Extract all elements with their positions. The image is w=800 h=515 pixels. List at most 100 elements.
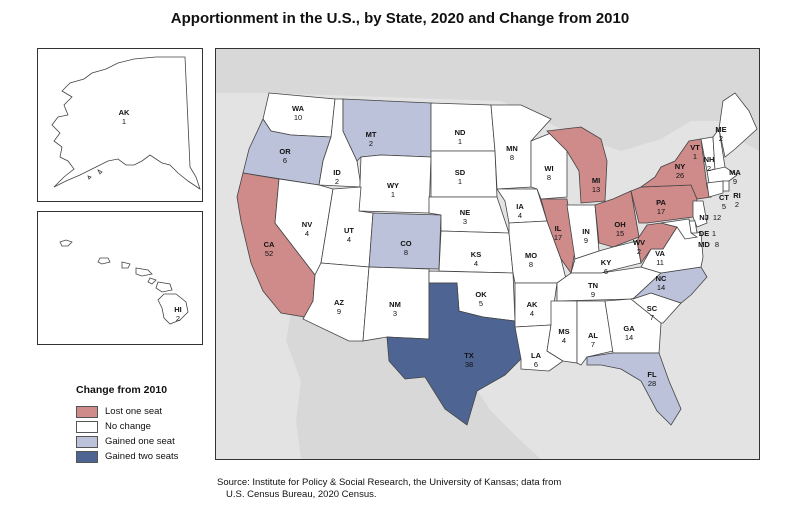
- state-label-id: ID: [333, 168, 341, 177]
- hawaii-inset: HI 2: [37, 211, 203, 345]
- legend-swatch-no-change: [76, 420, 98, 433]
- state-seats-sd: 1: [458, 177, 462, 186]
- state-label-md: MD: [698, 240, 710, 249]
- state-label-sd: SD: [455, 168, 466, 177]
- state-seats-mo: 8: [529, 260, 533, 269]
- state-seats-wi: 8: [547, 173, 551, 182]
- legend-title: Change from 2010: [76, 384, 168, 396]
- state-label-ri: RI: [733, 191, 741, 200]
- alaska-inset-map: AK 1: [51, 56, 201, 190]
- state-label-ut: UT: [344, 226, 354, 235]
- state-seats-tx: 38: [465, 360, 473, 369]
- legend-item-gained-one: Gained one seat: [76, 434, 216, 449]
- state-seats-wv: 2: [637, 247, 641, 256]
- state-label-ne: NE: [460, 208, 470, 217]
- state-seats-ok: 5: [479, 299, 483, 308]
- state-seats-ne: 3: [463, 217, 467, 226]
- state-label-mi: MI: [592, 176, 600, 185]
- state-label-sc: SC: [647, 304, 658, 313]
- mexico-landmass: [286, 313, 541, 459]
- state-seats-ma: 9: [733, 177, 737, 186]
- state-seats-or: 6: [283, 156, 287, 165]
- state-seats-az: 9: [337, 307, 341, 316]
- state-shape-ak-islands: [87, 169, 103, 180]
- state-seats-oh: 15: [616, 229, 624, 238]
- state-label-fl: FL: [647, 370, 657, 379]
- state-shape-fl: [586, 352, 682, 426]
- legend-label-no-change: No change: [105, 421, 151, 432]
- state-seats-hi: 2: [176, 314, 180, 323]
- state-label-vt: VT: [690, 143, 700, 152]
- source-note: Source: Institute for Policy & Social Re…: [217, 477, 737, 501]
- state-seats-nd: 1: [458, 137, 462, 146]
- state-seats-nc: 14: [657, 283, 665, 292]
- state-shape-md: [660, 218, 699, 240]
- state-shape-ct: [706, 180, 724, 198]
- state-seats-mi: 13: [592, 185, 600, 194]
- state-label-wi: WI: [544, 164, 553, 173]
- state-seats-ms: 4: [562, 336, 566, 345]
- hawaii-inset-map: HI 2: [59, 239, 189, 325]
- state-seats-nh: 2: [707, 164, 711, 173]
- state-seats-ut: 4: [347, 235, 351, 244]
- state-label-wa: WA: [292, 104, 305, 113]
- legend-label-gained-one: Gained one seat: [105, 436, 175, 447]
- state-seats-wa: 10: [294, 113, 302, 122]
- state-label-ks: KS: [471, 250, 481, 259]
- state-label-az: AZ: [334, 298, 344, 307]
- legend-swatch-gained-one: [76, 435, 98, 448]
- state-seats-md: 8: [715, 240, 719, 249]
- canada-landmass: [216, 49, 759, 151]
- state-label-ny: NY: [675, 162, 685, 171]
- state-label-nm: NM: [389, 300, 401, 309]
- state-label-pa: PA: [656, 198, 666, 207]
- state-seats-va: 11: [656, 258, 664, 267]
- state-seats-ri: 2: [735, 200, 739, 209]
- state-label-ms: MS: [558, 327, 569, 336]
- state-seats-co: 8: [404, 248, 408, 257]
- state-shape-hi: [59, 239, 189, 325]
- state-label-mn: MN: [506, 144, 518, 153]
- legend-swatch-gained-two: [76, 450, 98, 463]
- state-shape-tx: [386, 282, 522, 426]
- state-label-ca: CA: [264, 240, 275, 249]
- state-seats-wy: 1: [391, 190, 395, 199]
- state-shape-me: [718, 92, 758, 158]
- state-label-tx: TX: [464, 351, 474, 360]
- legend: Change from 2010 Lost one seat No change…: [76, 384, 216, 464]
- state-label-la: LA: [531, 351, 542, 360]
- state-label-de: DE: [699, 229, 709, 238]
- map-title: Apportionment in the U.S., by State, 202…: [170, 10, 630, 27]
- state-seats-pa: 17: [657, 207, 665, 216]
- state-label-ct: CT: [719, 193, 729, 202]
- state-seats-nv: 4: [305, 229, 309, 238]
- legend-item-no-change: No change: [76, 419, 216, 434]
- alaska-inset: AK 1: [37, 48, 203, 202]
- contiguous-states-map: WA 10 OR 6 CA 52 ID 2 NV 4 MT 2 WY 1 UT …: [216, 49, 759, 459]
- state-shape-nd: [430, 102, 496, 152]
- state-label-me: ME: [715, 125, 726, 134]
- state-shape-ma: [706, 166, 738, 184]
- state-label-or: OR: [279, 147, 291, 156]
- state-seats-tn: 9: [591, 290, 595, 299]
- state-label-nd: ND: [455, 128, 466, 137]
- state-seats-ar: 4: [530, 309, 534, 318]
- state-label-nj: NJ: [699, 213, 709, 222]
- state-seats-la: 6: [534, 360, 538, 369]
- state-label-mo: MO: [525, 251, 537, 260]
- state-label-oh: OH: [614, 220, 625, 229]
- state-shape-ky: [570, 240, 642, 274]
- state-label-ky: KY: [601, 258, 611, 267]
- state-label-ia: IA: [516, 202, 524, 211]
- state-label-ar: AK: [527, 300, 538, 309]
- state-label-nh: NH: [704, 155, 715, 164]
- state-label-al: AL: [588, 331, 598, 340]
- legend-item-lost-one: Lost one seat: [76, 404, 216, 419]
- state-label-ma: MA: [729, 168, 741, 177]
- state-seats-ky: 6: [604, 267, 608, 276]
- state-label-in: IN: [582, 227, 590, 236]
- source-line-1: Source: Institute for Policy & Social Re…: [217, 477, 562, 488]
- state-shape-nj: [692, 200, 708, 228]
- state-label-il: IL: [555, 224, 562, 233]
- state-seats-vt: 1: [693, 152, 697, 161]
